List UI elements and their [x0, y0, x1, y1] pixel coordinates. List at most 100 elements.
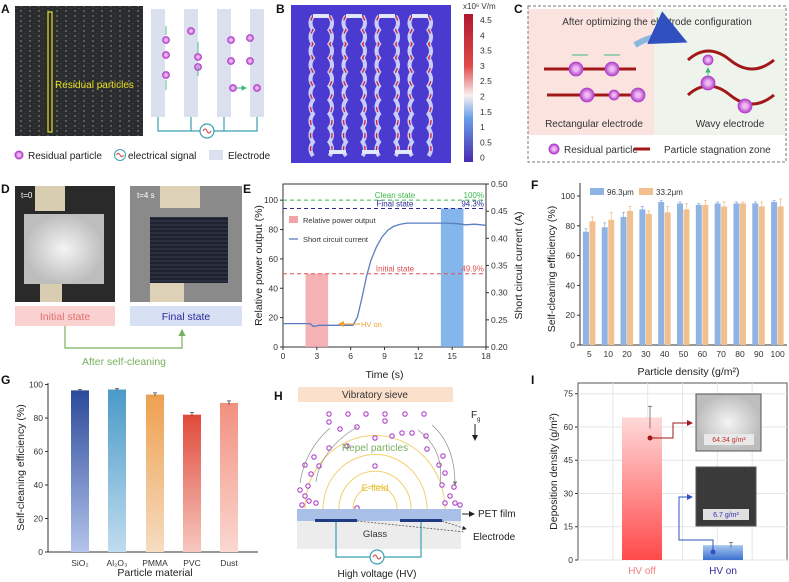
x-tick-label: HV on [709, 566, 737, 577]
colorbar [464, 14, 473, 162]
particle-icon [630, 87, 646, 103]
particle-icon [162, 51, 170, 59]
bar-33um [777, 206, 784, 345]
material-bar [71, 390, 89, 552]
field-line [393, 14, 400, 158]
panel-i-chart: I 0 15 30 45 60 75 HV off HV on 64.34 g/m² 6.7 g/… [531, 373, 788, 577]
panel-b: B x10⁶ V/m 4.5 4 3.5 3 2.5 2 1.5 1 0.5 0 [276, 2, 496, 163]
particle-icon [451, 484, 457, 490]
bar-96um [695, 204, 702, 345]
y-tick-label: 30 [564, 488, 574, 498]
reference-line-value: 94.3% [461, 200, 484, 209]
bar-96um [620, 216, 627, 345]
transition-arrow-icon [633, 11, 688, 48]
field-line [407, 14, 415, 158]
particle-icon [568, 61, 584, 77]
panel-label-i: I [531, 373, 534, 387]
reference-line-label: Clean state [375, 191, 416, 200]
y-tick-label: 60 [566, 251, 576, 261]
particle-icon [702, 54, 714, 66]
particle-icon [297, 487, 303, 493]
y-axis-title: Deposition density (g/m²) [548, 413, 560, 530]
particle-icon [439, 482, 445, 488]
particle-icon [326, 411, 332, 417]
particle-icon [399, 430, 405, 436]
y-right-tick-label: 0.35 [491, 261, 508, 271]
clean-panel [150, 217, 228, 283]
particle-icon [604, 61, 620, 77]
particle-icon [306, 498, 312, 504]
tape [150, 282, 184, 302]
x-tick-label: 10 [603, 349, 613, 359]
bar-33um [758, 206, 765, 345]
motion-arrows [165, 26, 246, 90]
colorbar-tick: 0 [480, 153, 485, 163]
dashed-frame [527, 5, 787, 163]
colorbar-tick: 2 [480, 92, 485, 102]
field-line [327, 14, 334, 158]
tape [160, 186, 200, 208]
particle-icon [308, 471, 314, 477]
y-tick-label: 75 [564, 389, 574, 399]
colorbar-tick: 3 [480, 61, 485, 71]
wavy-electrode-label: Wavy electrode [696, 119, 765, 130]
bar-96um [582, 231, 589, 345]
panel-h: H Vibratory sieve F g Repel particles E-… [274, 387, 516, 580]
particle-icon [162, 36, 170, 44]
electrode-label: Electrode [473, 532, 516, 543]
colorbar-tick: 2.5 [480, 76, 492, 86]
legend-label: 33.2μm [656, 188, 683, 197]
particle-icon [227, 36, 235, 44]
panel-e-chart: E Clean state 100% Final state 94.3% Initial… [243, 179, 525, 381]
y-tick-label: 100 [29, 380, 43, 390]
bar-33um [683, 209, 690, 345]
panel-label-e: E [243, 182, 251, 196]
vibratory-sieve-label: Vibratory sieve [342, 390, 408, 401]
bar-96um [752, 203, 759, 345]
pet-film-label: PET film [478, 509, 516, 520]
y-right-tick-label: 0.25 [491, 315, 508, 325]
panel-d: D t=0 t=4 s Initial state Final state Af… [1, 182, 242, 368]
electrode-schematic [151, 9, 264, 139]
electrode [151, 9, 165, 117]
short-circuit-current-line [283, 222, 487, 328]
particle-icon [457, 502, 463, 508]
e-field-label: E-field [362, 483, 389, 494]
panel-c-title: After optimizing the electrode configura… [562, 17, 752, 28]
wavy-electrode-field [308, 14, 433, 158]
x-tick-label: 0 [281, 351, 286, 361]
x-tick-label: 12 [414, 351, 424, 361]
electrode [217, 9, 231, 117]
x-axis-title: Particle material [117, 567, 192, 579]
bar-96um [677, 203, 683, 345]
sine-wave-icon [372, 554, 382, 560]
x-tick-label: Dust [220, 558, 238, 568]
repel-particles-label: Repel particles [342, 443, 408, 454]
legend-short-circuit-current: Short circuit current [303, 235, 369, 244]
hv-off-value-label: 64.34 g/m² [712, 437, 746, 444]
y-right-tick-label: 0.45 [491, 206, 508, 216]
legend-residual-particle: Residual particle [564, 145, 638, 156]
initial-state-box [15, 306, 115, 326]
field-line [374, 14, 382, 158]
panel-label-f: F [531, 178, 538, 192]
y-axis-title: Relative power output (%) [253, 205, 265, 326]
residual-particle-icon [548, 143, 560, 155]
residual-particles-photo [15, 6, 143, 136]
bar-96um [771, 201, 778, 345]
time-label-initial: t=0 [21, 191, 33, 200]
particle-icon [389, 433, 395, 439]
x-tick-label: 90 [754, 349, 764, 359]
deposition-bar [622, 417, 662, 560]
particle-icon [608, 89, 620, 101]
y-tick-label: 100 [561, 191, 575, 201]
y-tick-label: 40 [34, 480, 44, 490]
particle-icon [187, 27, 195, 35]
particle-icon [344, 443, 350, 449]
hv-on-value-box [703, 509, 749, 520]
colorbar-unit: x10⁶ V/m [463, 2, 496, 11]
material-bar [220, 402, 238, 552]
x-tick-label: PMMA [142, 558, 168, 568]
after-cleaning-arrow [64, 326, 186, 349]
repel-trajectories [299, 424, 455, 485]
